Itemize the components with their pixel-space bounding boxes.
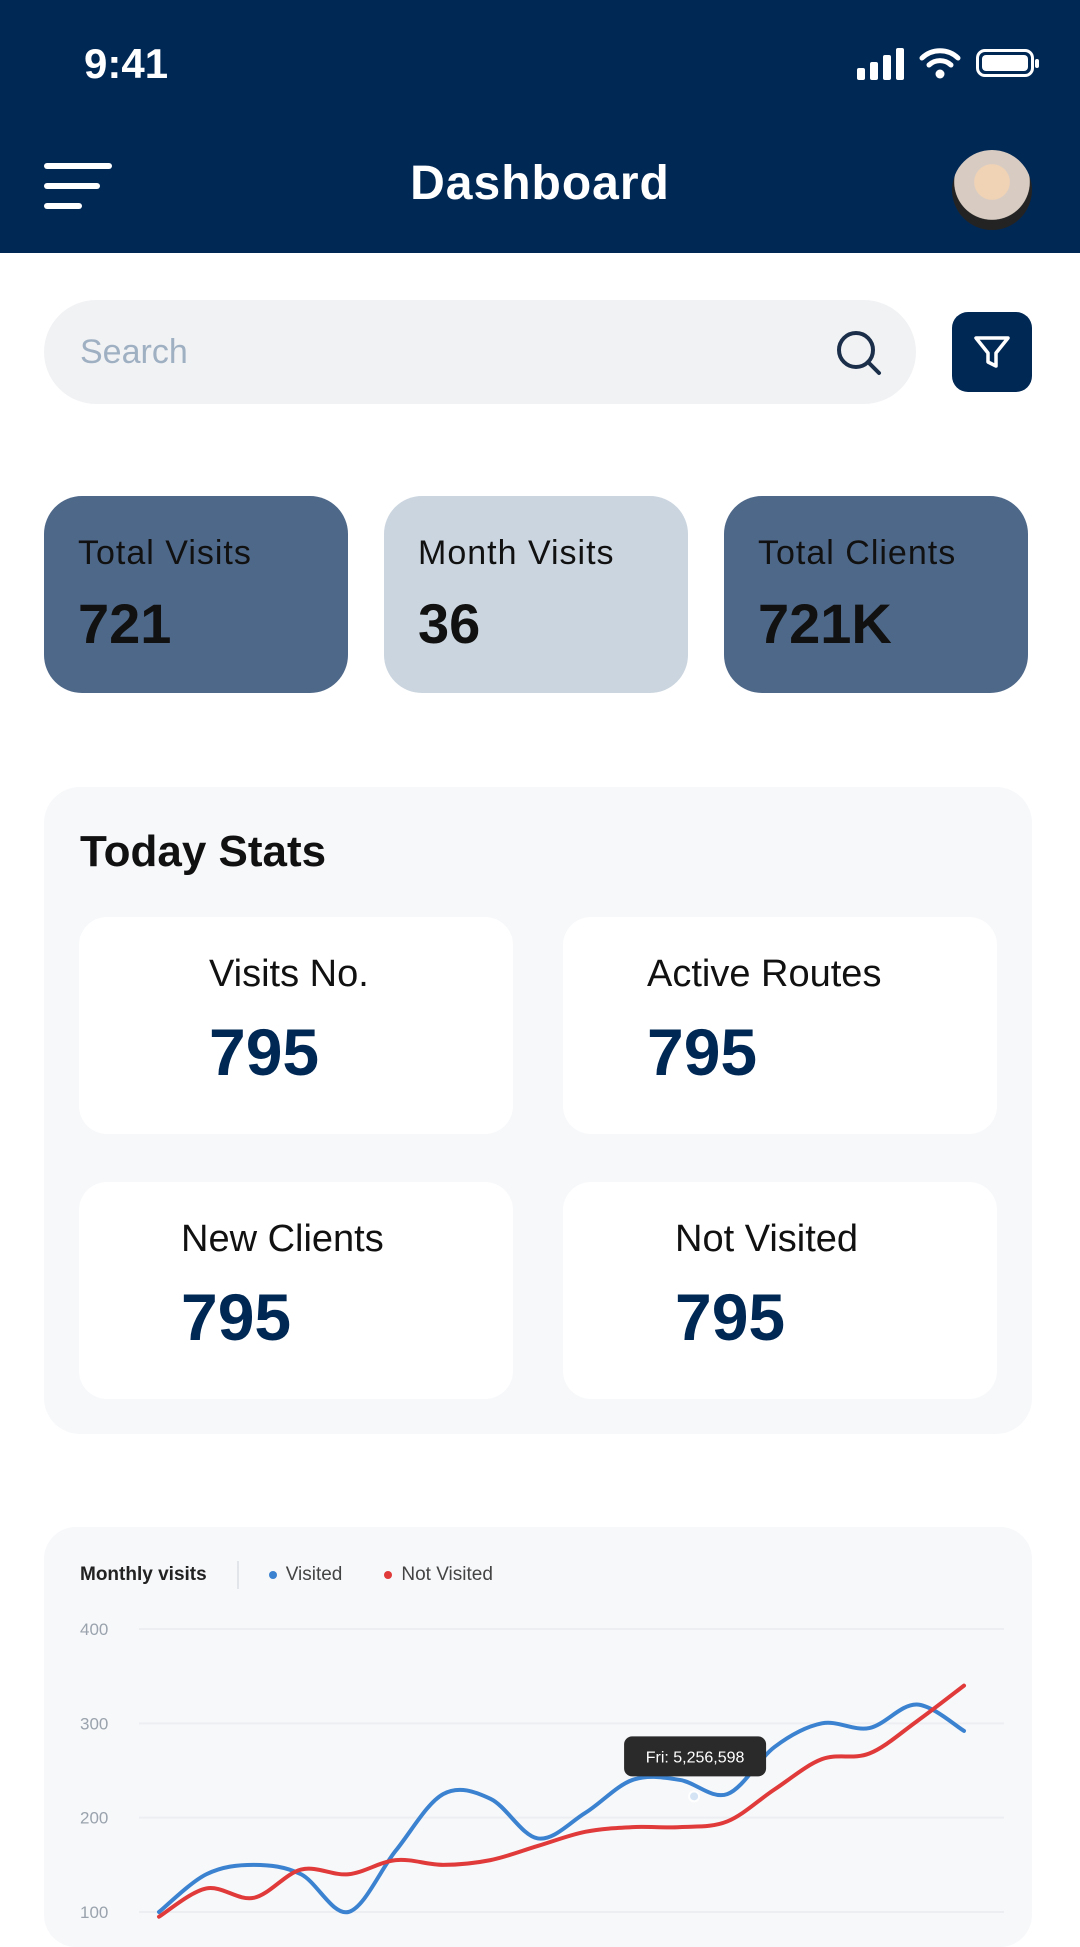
stat-value: 795 bbox=[675, 1280, 786, 1354]
legend-dot bbox=[268, 1571, 277, 1579]
y-tick-label: 200 bbox=[80, 1809, 108, 1828]
stat-value: 795 bbox=[647, 1015, 758, 1089]
status-icons bbox=[857, 46, 1039, 80]
card-label: Total Visits bbox=[78, 534, 252, 572]
legend-dot bbox=[384, 1571, 393, 1579]
card-value: 721 bbox=[78, 592, 172, 655]
y-tick-label: 400 bbox=[80, 1620, 108, 1639]
stat-box-active-routes[interactable]: Active Routes 795 bbox=[563, 917, 997, 1134]
wifi-icon bbox=[919, 48, 961, 79]
stat-label: Visits No. bbox=[209, 953, 369, 995]
today-stats-title: Today Stats bbox=[80, 827, 327, 876]
stat-label: Active Routes bbox=[647, 953, 882, 995]
series-line-not-visited[interactable] bbox=[157, 1683, 966, 1919]
chart-header: Monthly visits Visited Not Visited bbox=[80, 1561, 535, 1589]
card-value: 721K bbox=[758, 592, 892, 655]
search-icon[interactable] bbox=[834, 328, 884, 378]
tooltip-point[interactable] bbox=[688, 1790, 701, 1803]
stat-value: 795 bbox=[209, 1015, 320, 1089]
legend-label: Visited bbox=[285, 1564, 343, 1585]
avatar[interactable] bbox=[952, 150, 1032, 230]
y-tick-label: 300 bbox=[80, 1714, 108, 1733]
filter-button[interactable] bbox=[952, 312, 1032, 392]
tooltip-box bbox=[624, 1736, 767, 1777]
summary-card-total-clients[interactable]: Total Clients 721K bbox=[724, 496, 1028, 693]
stat-label: New Clients bbox=[181, 1218, 384, 1260]
search-bar bbox=[44, 300, 916, 404]
legend-item-visited[interactable]: Visited bbox=[268, 1564, 343, 1586]
monthly-visits-chart: Monthly visits Visited Not Visited 400 30… bbox=[44, 1527, 1032, 1947]
card-label: Total Clients bbox=[758, 534, 957, 572]
stat-box-visits-no[interactable]: Visits No. 795 bbox=[79, 917, 513, 1134]
summary-card-total-visits[interactable]: Total Visits 721 bbox=[44, 496, 348, 693]
stat-value: 795 bbox=[181, 1280, 292, 1354]
search-input[interactable] bbox=[78, 331, 802, 373]
chart-plot: 400 300 200 100 Fri: 5,256,598 bbox=[80, 1620, 1004, 1922]
battery-icon bbox=[976, 49, 1039, 77]
chart-title: Monthly visits bbox=[80, 1564, 207, 1585]
legend-item-not-visited[interactable]: Not Visited bbox=[384, 1564, 493, 1586]
header-bar: 9:41 Dashboard bbox=[0, 0, 1080, 253]
legend-divider bbox=[236, 1561, 239, 1589]
stat-box-new-clients[interactable]: New Clients 795 bbox=[79, 1182, 513, 1399]
today-stats-panel: Today Stats Visits No. 795 Active Routes… bbox=[44, 787, 1032, 1434]
signal-icon bbox=[857, 46, 904, 80]
filter-icon bbox=[974, 336, 1010, 368]
legend-label: Not Visited bbox=[401, 1564, 493, 1585]
card-value: 36 bbox=[418, 592, 481, 655]
y-tick-label: 100 bbox=[80, 1903, 108, 1922]
stat-box-not-visited[interactable]: Not Visited 795 bbox=[563, 1182, 997, 1399]
status-time: 9:41 bbox=[84, 40, 169, 87]
card-label: Month Visits bbox=[418, 534, 615, 572]
summary-card-month-visits[interactable]: Month Visits 36 bbox=[384, 496, 688, 693]
menu-icon[interactable] bbox=[44, 163, 114, 211]
stat-label: Not Visited bbox=[675, 1218, 859, 1260]
tooltip-text: Fri: 5,256,598 bbox=[646, 1749, 745, 1766]
series-line-visited[interactable] bbox=[157, 1702, 966, 1915]
page-title: Dashboard bbox=[410, 157, 670, 210]
